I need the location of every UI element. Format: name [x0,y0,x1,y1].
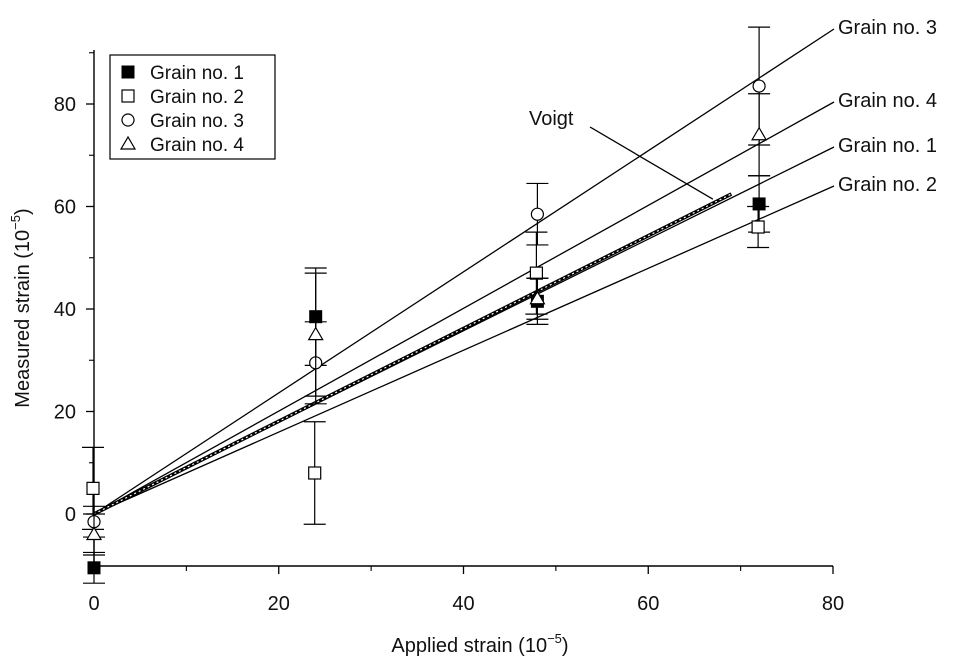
legend-item: Grain no. 2 [121,87,244,108]
fit-line-label: Grain no. 3 [838,17,937,39]
data-point [747,205,770,249]
marker-filled-square [121,65,135,79]
marker-open-triangle [529,290,546,305]
marker-open-triangle [85,526,103,541]
y-tick-label: 0 [65,504,76,526]
y-axis-title: Measured strain (10−5) [8,208,34,407]
x-tick-label: 80 [822,593,844,615]
marker-open-square [121,89,135,103]
marker-open-circle [121,113,135,127]
marker-open-triangle [751,126,768,141]
fit-lines [93,28,835,516]
data-point [83,551,105,584]
legend-label: Grain no. 1 [150,63,244,84]
marker-open-circle [530,207,545,221]
legend-item: Grain no. 1 [121,63,244,84]
data-point [304,272,327,397]
ticks: 0 20 40 60 80 0 20 40 60 80 [54,52,844,615]
marker-open-square [529,266,544,280]
fit-line-label: Grain no. 2 [838,174,937,196]
voigt-pointer [589,126,714,200]
y-tick-label: 40 [54,299,76,321]
x-tick-label: 20 [268,593,290,615]
marker-open-square [308,466,322,480]
legend-label: Grain no. 3 [150,111,244,132]
voigt-line-dash [93,193,732,515]
marker-filled-square [752,197,766,211]
data-point [303,421,326,525]
data-point [748,93,771,177]
voigt-annotation: Voigt [529,108,574,130]
x-tick-label: 60 [637,593,659,615]
y-tick-label: 20 [54,402,76,424]
line-labels: Grain no. 3 Grain no. 4 Grain no. 1 Grain n… [529,17,937,200]
x-axis-title: Applied strain (10−5) [391,631,568,657]
legend: Grain no. 1 Grain no. 2 Grain no. 3 Grain n… [109,54,276,160]
fit-line [93,101,835,515]
fit-line-label: Grain no. 4 [838,90,937,112]
fit-line [93,185,835,515]
legend-item: Grain no. 4 [119,135,244,156]
marker-open-triangle [307,326,324,341]
legend-label: Grain no. 4 [150,135,244,156]
fit-line-label: Grain no. 1 [838,135,937,157]
marker-open-triangle [119,135,137,150]
x-tick-label: 40 [452,593,474,615]
data-point [526,277,549,320]
data-point [526,182,549,246]
data-point [83,513,105,556]
x-tick-label: 0 [88,593,99,615]
data-points [82,26,771,584]
marker-open-circle [752,79,766,93]
legend-label: Grain no. 2 [150,87,244,108]
y-tick-label: 60 [54,197,76,219]
legend-box [109,54,276,160]
fit-line [93,28,835,515]
marker-open-square [86,481,100,495]
y-tick-label: 80 [54,94,76,116]
marker-filled-square [87,561,101,575]
marker-open-square [751,220,765,234]
legend-item: Grain no. 3 [121,111,244,132]
